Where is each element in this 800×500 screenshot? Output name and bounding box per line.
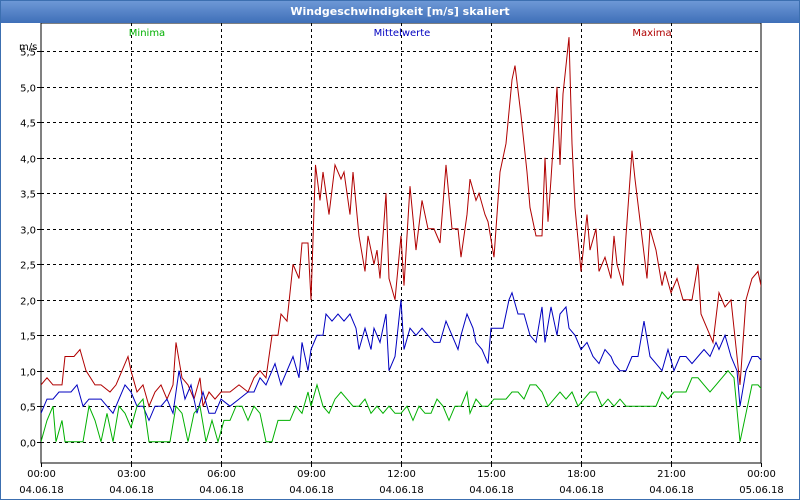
x-tick-date-label: 04.06.18 (469, 485, 514, 496)
x-tick-time-label: 09:00 (297, 469, 326, 480)
y-axis-label: m/s (19, 42, 37, 53)
y-tick-label: 5,0 (20, 84, 36, 95)
y-tick-label: 0,5 (20, 403, 36, 414)
y-tick-label: 2,0 (20, 297, 36, 308)
x-tick-time-label: 03:00 (117, 469, 146, 480)
x-tick-date-label: 04.06.18 (559, 485, 604, 496)
x-tick-time-label: 21:00 (657, 469, 686, 480)
x-tick-date-label: 04.06.18 (199, 485, 244, 496)
y-tick-label: 4,0 (20, 155, 36, 166)
series-line-minima (41, 369, 761, 444)
x-tick-time-label: 00:00 (27, 469, 56, 480)
x-tick-date-label: 04.06.18 (109, 485, 154, 496)
y-tick-label: 1,0 (20, 368, 36, 379)
legend-maxima: Maxima (632, 28, 671, 39)
x-tick-date-label: 04.06.18 (649, 485, 694, 496)
y-tick-label: 3,0 (20, 226, 36, 237)
x-tick-date-label: 04.06.18 (289, 485, 334, 496)
y-tick-label: 1,5 (20, 332, 36, 343)
legend-mittelwerte: Mittelwerte (374, 28, 431, 39)
x-tick-time-label: 18:00 (567, 469, 596, 480)
y-tick-label: 4,5 (20, 119, 36, 130)
x-tick-date-label: 04.06.18 (379, 485, 424, 496)
x-tick-time-label: 15:00 (477, 469, 506, 480)
y-tick-label: 3,5 (20, 190, 36, 201)
x-tick-date-label: 04.06.18 (19, 485, 64, 496)
wind-speed-chart: 0,0 0,5 1,0 1,5 2,0 2,5 3,0 3,5 4,0 4,5 5,0 5,5 00:0… (19, 23, 784, 496)
window-title: Windgeschwindigkeit [m/s] skaliert (1, 1, 799, 23)
x-tick-time-label: 12:00 (387, 469, 416, 480)
y-tick-label: 2,5 (20, 261, 36, 272)
series-line-mittelwerte (41, 291, 761, 422)
x-tick-time-label: 06:00 (207, 469, 236, 480)
series-line-maxima (41, 37, 761, 408)
legend-minima: Minima (129, 28, 165, 39)
x-tick-time-label: 00:00 (747, 469, 776, 480)
y-tick-label: 0,0 (20, 439, 36, 450)
x-tick-date-label: 05.06.18 (739, 485, 784, 496)
y-tick-label: 5,5 (20, 48, 36, 59)
